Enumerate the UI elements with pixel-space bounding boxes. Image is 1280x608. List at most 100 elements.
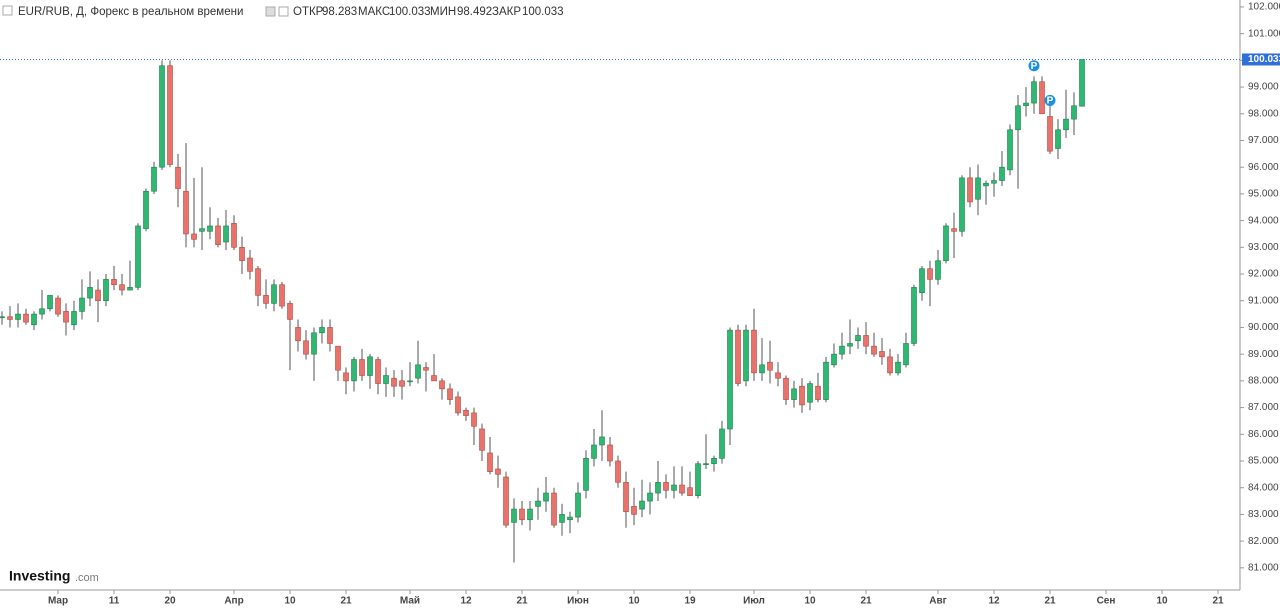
y-tick-label: 91.000 — [1248, 295, 1279, 306]
candle-body — [271, 284, 277, 304]
y-tick-label: 99.000 — [1248, 82, 1279, 93]
candle-body — [575, 492, 581, 518]
y-tick-label: 82.000 — [1248, 536, 1279, 547]
candle-body — [991, 180, 997, 184]
y-tick-label: 93.000 — [1248, 242, 1279, 253]
candle-body — [951, 228, 957, 232]
x-tick-label: 10 — [1156, 596, 1168, 607]
y-tick-label: 83.000 — [1248, 509, 1279, 520]
candle-body — [7, 316, 13, 320]
close-value: 100.033 — [522, 6, 564, 18]
x-tick-label: 21 — [1212, 596, 1224, 607]
candle-body — [943, 225, 949, 261]
x-tick-label: Май — [400, 596, 420, 607]
y-tick-label: 88.000 — [1248, 376, 1279, 387]
candle-body — [239, 247, 245, 261]
candle-body — [823, 361, 829, 400]
candle-body — [255, 268, 261, 296]
candle-body — [735, 329, 741, 384]
x-tick-label: 21 — [860, 596, 872, 607]
candle-body — [543, 492, 549, 502]
candle-body — [103, 279, 109, 302]
candle-body — [207, 225, 213, 232]
candle-body — [23, 313, 29, 323]
candle-body — [1031, 81, 1037, 104]
candle-body — [815, 385, 821, 400]
candle-body — [159, 65, 165, 168]
x-tick-label: Сен — [1097, 596, 1116, 607]
candle-body — [703, 463, 709, 465]
candle-body — [1039, 81, 1045, 115]
candle-body — [687, 487, 693, 497]
candle-body — [167, 65, 173, 165]
candle-body — [847, 343, 853, 347]
candle-body — [327, 327, 333, 344]
candle-body — [831, 353, 837, 366]
candle-body — [983, 182, 989, 187]
candle-body — [231, 222, 237, 248]
candle-body — [223, 225, 229, 243]
hide-icon[interactable] — [278, 6, 289, 17]
x-tick-label: Июн — [567, 596, 589, 607]
x-tick-label: 10 — [628, 596, 640, 607]
candle-body — [143, 190, 149, 229]
candle-body — [407, 380, 413, 383]
candle-body — [903, 343, 909, 366]
candle-body — [567, 516, 573, 521]
candle-body — [655, 482, 661, 494]
candle-body — [71, 311, 77, 326]
candle-body — [199, 228, 205, 232]
candle-body — [383, 375, 389, 384]
last-price-box — [1242, 53, 1280, 66]
candle-body — [287, 303, 293, 320]
candle-body — [175, 166, 181, 189]
candle-body — [759, 364, 765, 374]
y-tick-label: 101.000 — [1248, 28, 1280, 39]
candle-body — [343, 372, 349, 382]
y-tick-label: 102.000 — [1248, 2, 1280, 13]
x-tick-label: 12 — [460, 596, 472, 607]
x-tick-label: 10 — [284, 596, 296, 607]
candle-body — [111, 279, 117, 286]
candle-body — [503, 476, 509, 526]
candle-body — [215, 225, 221, 245]
candle-body — [375, 359, 381, 384]
candle-body — [863, 335, 869, 347]
candle-body — [439, 380, 445, 390]
x-tick-label: Авг — [929, 596, 947, 607]
candle-body — [695, 463, 701, 497]
candle-body — [151, 166, 157, 192]
candle-body — [511, 508, 517, 523]
collapse-icon[interactable] — [2, 5, 13, 16]
candle-body — [335, 345, 341, 371]
candle-body — [79, 297, 85, 312]
close-label: ЗАКР — [492, 6, 521, 18]
candle-body — [399, 380, 405, 387]
last-price-label: 100.033 — [1248, 54, 1280, 65]
candle-body — [967, 177, 973, 203]
candle-body — [583, 458, 589, 491]
candle-body — [871, 345, 877, 355]
candle-body — [1007, 129, 1013, 171]
candle-body — [527, 508, 533, 521]
candle-body — [319, 327, 325, 334]
candle-body — [135, 225, 141, 288]
candle-body — [455, 396, 461, 414]
y-tick-label: 98.000 — [1248, 108, 1279, 119]
candle-body — [679, 484, 685, 494]
y-tick-label: 97.000 — [1248, 135, 1279, 146]
chart-title: EUR/RUB, Д, Форекс в реальном времени — [18, 6, 243, 18]
candle-body — [415, 364, 421, 379]
candle-body — [559, 514, 565, 523]
low-label: МИН — [430, 6, 456, 18]
settings-icon[interactable] — [265, 6, 276, 17]
candle-body — [1063, 118, 1069, 131]
x-tick-label: 21 — [1044, 596, 1056, 607]
y-tick-label: 81.000 — [1248, 562, 1279, 573]
candle-body — [799, 385, 805, 406]
candle-body — [711, 458, 717, 464]
candle-body — [479, 428, 485, 451]
candle-body — [431, 375, 437, 382]
x-tick-label: 21 — [340, 596, 352, 607]
candle-body — [631, 506, 637, 515]
